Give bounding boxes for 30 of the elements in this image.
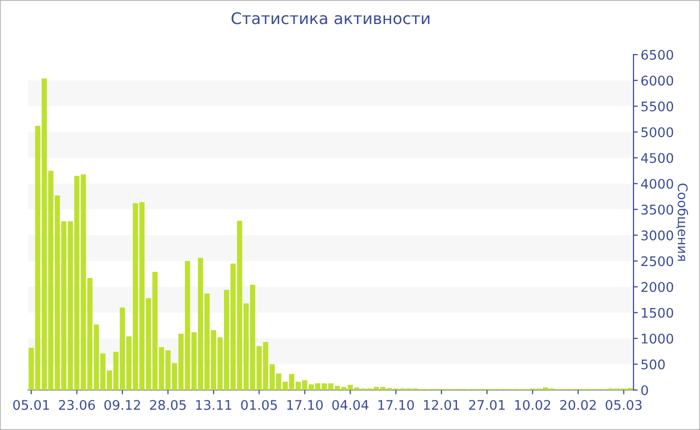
x-tick-label: 23.06 <box>58 400 95 410</box>
y-tick-label: 6500 <box>641 50 674 60</box>
y-tick-label: 0 <box>641 385 648 396</box>
y-tick-label: 5000 <box>641 127 674 138</box>
y-tick-label: 3000 <box>641 230 674 240</box>
x-tick-label: 17.10 <box>378 400 414 410</box>
x-tick-label: 27.01 <box>469 400 505 410</box>
y-tick-label: 5500 <box>641 101 674 112</box>
x-tick-label: 20.02 <box>560 400 596 410</box>
y-tick-label: 2500 <box>641 256 674 266</box>
x-tick-label: 10.02 <box>515 400 550 410</box>
x-tick-label: 28.05 <box>150 400 186 410</box>
y-tick-label: 4000 <box>641 178 674 189</box>
y-tick-label: 6000 <box>641 76 674 86</box>
y-tick-label: 500 <box>641 359 665 370</box>
x-tick-label: 12.01 <box>424 400 460 410</box>
x-tick-label: 01.05 <box>241 400 277 410</box>
x-tick-label: 09.12 <box>104 400 140 410</box>
y-tick-label: 1500 <box>642 308 674 318</box>
y-tick-label: 3500 <box>641 204 674 215</box>
y-axis-title: Сообщения <box>676 183 688 261</box>
x-tick-label: 04.04 <box>332 400 368 410</box>
x-tick-label: 17.10 <box>287 400 323 410</box>
y-tick-label: 4500 <box>641 153 674 164</box>
y-tick-label: 1000 <box>642 334 674 344</box>
chart-title: Статистика активности <box>232 12 430 24</box>
x-tick-label: 05.01 <box>13 400 49 410</box>
x-tick-label: 05.03 <box>606 400 642 410</box>
x-tick-label: 13.11 <box>196 400 232 410</box>
y-tick-label: 2000 <box>641 282 674 292</box>
